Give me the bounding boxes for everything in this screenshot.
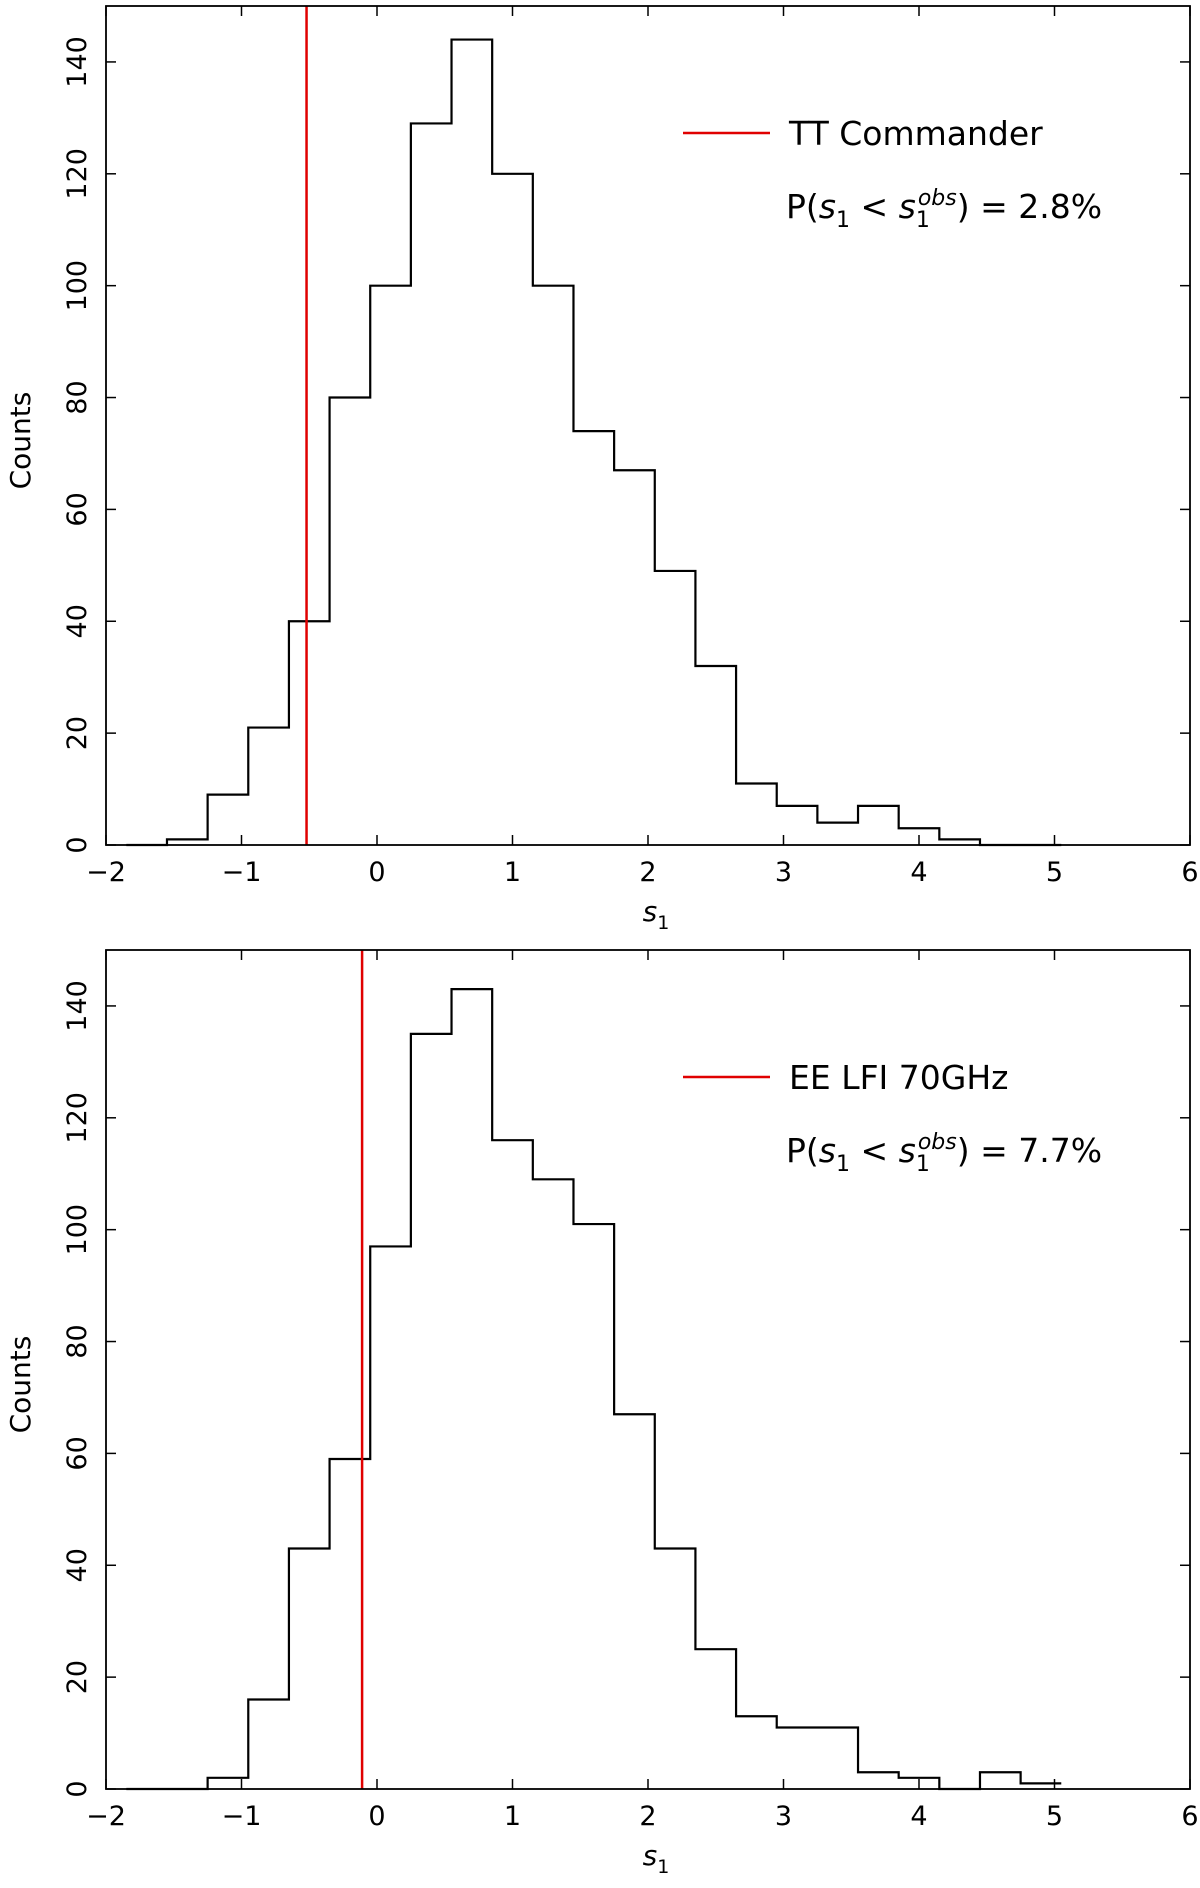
histogram-bin	[736, 1716, 777, 1789]
y-tick-label: 0	[62, 1780, 93, 1797]
histogram-bin	[980, 1772, 1021, 1789]
histogram-bin	[370, 286, 411, 845]
x-tick-label: 5	[1046, 857, 1063, 888]
histogram-step-line	[126, 988, 1062, 1791]
histogram-bin	[817, 1727, 858, 1789]
histogram-bin	[289, 621, 330, 845]
histogram-bin	[899, 828, 940, 845]
plot-frame	[105, 949, 1191, 1790]
histogram-bin	[858, 806, 899, 845]
x-tick-label: 6	[1181, 1801, 1198, 1832]
histogram-bin	[573, 1224, 614, 1789]
x-tick-label: 3	[775, 1801, 792, 1832]
legend-label: EE LFI 70GHz	[789, 1058, 1008, 1097]
y-axis-label: Counts	[4, 392, 37, 490]
histogram-bin	[370, 1246, 411, 1789]
y-tick-label: 80	[62, 1324, 93, 1358]
histogram-bin	[208, 1778, 249, 1789]
legend-label: TT Commander	[788, 114, 1043, 153]
histogram-bin	[655, 1548, 696, 1789]
histogram-bin	[573, 431, 614, 845]
x-tick-label: −1	[222, 1801, 262, 1832]
x-tick-label: 0	[368, 857, 385, 888]
x-axis-label: s1	[643, 1839, 670, 1878]
histogram-bin	[736, 783, 777, 845]
x-tick-label: 3	[775, 857, 792, 888]
x-tick-label: −1	[222, 857, 262, 888]
histogram-bin	[289, 1548, 330, 1789]
x-tick-label: 5	[1046, 1801, 1063, 1832]
y-tick-label: 80	[62, 380, 93, 414]
y-tick-label: 100	[62, 260, 93, 312]
plot-frame	[105, 5, 1191, 846]
y-tick-label: 100	[62, 1204, 93, 1256]
y-tick-label: 20	[62, 1660, 93, 1694]
x-tick-label: 2	[639, 1801, 656, 1832]
y-tick-label: 120	[62, 1092, 93, 1144]
histogram-bin	[533, 1179, 574, 1789]
histogram-bin	[533, 286, 574, 845]
histogram-bin	[452, 40, 493, 845]
x-tick-label: 2	[639, 857, 656, 888]
legend-probability: P(s1 < s1obs) = 7.7%	[786, 1130, 1102, 1177]
histogram-panel-top: −2 −1 0 1 2 3 4 5 6 0 20 40 60 80 100 120 140 s1 Counts TT …	[4, 5, 1199, 934]
x-tick-label: 1	[504, 1801, 521, 1832]
histogram-bin	[330, 1459, 371, 1789]
histogram-bin	[411, 1034, 452, 1789]
x-axis-label: s1	[643, 895, 670, 934]
x-tick-label: 1	[504, 857, 521, 888]
histogram-bin	[899, 1778, 940, 1789]
histogram-bin	[695, 1649, 736, 1789]
x-tick-label: 4	[910, 857, 927, 888]
histogram-bin	[777, 806, 818, 845]
histogram-bin	[777, 1727, 818, 1789]
histogram-bin	[858, 1772, 899, 1789]
histogram-bin	[695, 666, 736, 845]
histogram-chart-bottom: −2 −1 0 1 2 3 4 5 6020406080100120140s1CountsEE …	[4, 949, 1199, 1878]
histogram-bin	[492, 1140, 533, 1789]
histogram-step-line	[126, 38, 1062, 847]
x-tick-label: 6	[1181, 857, 1198, 888]
y-tick-label: 0	[62, 836, 93, 853]
y-tick-label: 60	[62, 1436, 93, 1470]
y-tick-label: 20	[62, 716, 93, 750]
histogram-bin	[614, 470, 655, 845]
legend-probability: P(s1 < s1obs) = 2.8%	[786, 186, 1102, 233]
y-tick-label: 140	[62, 980, 93, 1032]
histogram-bin	[248, 728, 289, 845]
y-axis-label: Counts	[4, 1336, 37, 1434]
y-tick-label: 60	[62, 492, 93, 526]
histogram-bin	[492, 174, 533, 845]
x-tick-label: 4	[910, 1801, 927, 1832]
histogram-bin	[452, 989, 493, 1789]
x-tick-label: 0	[368, 1801, 385, 1832]
histogram-bin	[614, 1414, 655, 1789]
x-tick-label: −2	[86, 857, 126, 888]
x-tick-label: −2	[86, 1801, 126, 1832]
histogram-bin	[411, 123, 452, 845]
histogram-bin	[248, 1700, 289, 1789]
histogram-panel-bottom: −2 −1 0 1 2 3 4 5 6 0 20 40 60 80 100 120 140 s1 Counts EE …	[0, 944, 1200, 1888]
histogram-chart-top: −2 −1 0 1 2 3 4 5 6020406080100120140s1CountsTT …	[4, 5, 1199, 934]
histogram-bin	[817, 823, 858, 845]
histogram-bin	[330, 398, 371, 845]
y-tick-label: 140	[62, 36, 93, 88]
histogram-bin	[208, 795, 249, 845]
y-tick-label: 40	[62, 604, 93, 638]
y-tick-label: 120	[62, 148, 93, 200]
histogram-bin	[655, 571, 696, 845]
y-tick-label: 40	[62, 1548, 93, 1582]
